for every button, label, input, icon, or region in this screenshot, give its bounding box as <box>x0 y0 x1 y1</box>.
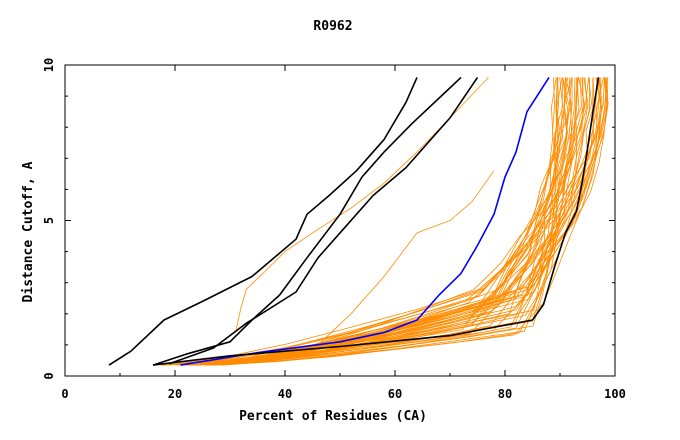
x-tick-label: 40 <box>278 387 292 401</box>
series-line-4 <box>180 76 550 366</box>
model-curve-orange <box>204 77 602 366</box>
x-axis-label: Percent of Residues (CA) <box>239 409 427 424</box>
x-tick-label: 0 <box>61 387 68 401</box>
series-line-3 <box>169 76 479 365</box>
model-curve-orange <box>176 77 559 366</box>
series-line-1 <box>108 77 418 366</box>
y-tick-label: 5 <box>42 217 56 224</box>
model-curve-orange <box>317 170 495 346</box>
series-line-5 <box>152 77 600 366</box>
model-curve-orange <box>220 77 582 366</box>
model-curve-orange <box>195 77 598 366</box>
x-tick-label: 80 <box>498 387 512 401</box>
x-tick-label: 60 <box>388 387 402 401</box>
y-tick-label: 0 <box>42 372 56 379</box>
y-axis-label: Distance Cutoff, A <box>21 161 36 302</box>
model-curve-orange <box>165 77 559 366</box>
model-curve-orange <box>190 77 556 366</box>
y-tick-label: 10 <box>42 58 56 72</box>
model-curve-orange <box>163 77 561 366</box>
model-curve-orange <box>160 77 568 366</box>
model-curve-orange <box>189 77 564 366</box>
chart-title: R0962 <box>313 19 352 34</box>
model-curve-orange <box>163 77 609 366</box>
model-curve-orange <box>205 77 594 366</box>
series-line-2 <box>152 76 462 366</box>
plot-area <box>108 76 609 366</box>
model-curve-orange <box>211 77 603 366</box>
model-curve-orange <box>168 77 604 366</box>
model-curve-orange <box>219 77 580 366</box>
x-tick-label: 100 <box>604 387 626 401</box>
y-axis: 0 5 10 <box>42 58 615 380</box>
model-curve-orange <box>199 77 598 366</box>
model-curve-orange <box>189 77 568 366</box>
model-curve-orange <box>192 77 570 366</box>
model-curve-orange <box>204 77 589 366</box>
x-tick-label: 20 <box>168 387 182 401</box>
x-axis: 0 20 40 60 80 100 <box>61 65 626 401</box>
model-curve-orange <box>235 77 489 333</box>
model-curve-orange <box>203 77 573 366</box>
model-curve-orange <box>187 77 592 366</box>
model-curve-orange <box>193 77 578 366</box>
model-curve-orange <box>204 77 557 366</box>
